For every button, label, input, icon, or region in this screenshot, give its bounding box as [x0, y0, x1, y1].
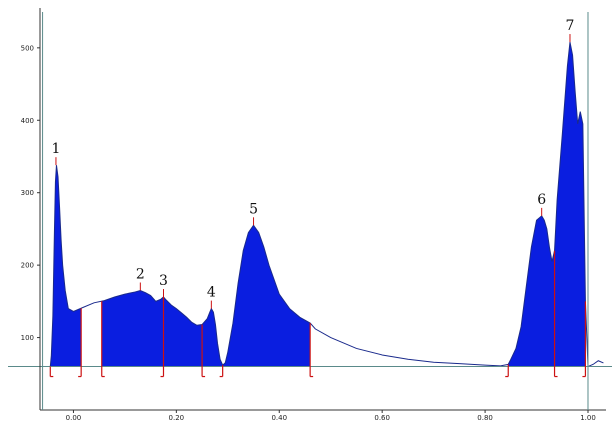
- peak-area-5: [222, 225, 311, 367]
- peak-label-4: 4: [207, 285, 216, 301]
- boundary-marker: [78, 308, 82, 378]
- x-tick-label: 0.60: [374, 414, 390, 421]
- x-tick-label: 0.40: [271, 414, 287, 421]
- boundary-marker: [505, 364, 509, 378]
- x-tick-label: 0.20: [169, 414, 185, 421]
- y-tick-label: 400: [21, 117, 34, 125]
- x-axis-ticks: 0.00 0.20 0.40 0.60 0.80 1.00: [66, 410, 596, 421]
- peak-label-1: 1: [51, 141, 60, 157]
- x-tick-label: 0.80: [477, 414, 493, 421]
- boundary-markers: [49, 250, 587, 378]
- peak-area-6: [508, 215, 555, 367]
- peak-label-5: 5: [249, 201, 258, 217]
- y-tick-label: 200: [21, 262, 34, 270]
- boundary-marker: [309, 323, 314, 378]
- boundary-marker: [219, 365, 224, 378]
- peak-area-2: [101, 290, 164, 367]
- peak-label-6: 6: [537, 192, 546, 208]
- peak-area-3: [163, 297, 203, 367]
- x-tick-label: 1.00: [580, 414, 596, 421]
- y-tick-label: 500: [21, 44, 34, 52]
- profile-line: [42, 41, 604, 368]
- y-tick-label: 100: [21, 334, 34, 342]
- x-tick-label: 0.00: [66, 414, 82, 421]
- boundary-marker: [553, 250, 558, 378]
- y-tick-label: 300: [21, 189, 34, 197]
- boundary-marker: [49, 366, 54, 378]
- y-axis-ticks: 100 200 300 400 500: [21, 44, 40, 342]
- peak-label-2: 2: [136, 266, 145, 282]
- filled-peak-areas: [50, 42, 586, 367]
- boundary-marker: [582, 301, 587, 378]
- boundary-marker: [201, 324, 206, 378]
- peak-area-4: [202, 308, 223, 367]
- peak-area-1: [50, 165, 82, 367]
- boundary-marker: [101, 301, 105, 378]
- boundary-marker: [160, 297, 165, 378]
- peak-area-7: [554, 42, 586, 367]
- peak-label-7: 7: [566, 18, 575, 34]
- peak-label-3: 3: [159, 273, 168, 289]
